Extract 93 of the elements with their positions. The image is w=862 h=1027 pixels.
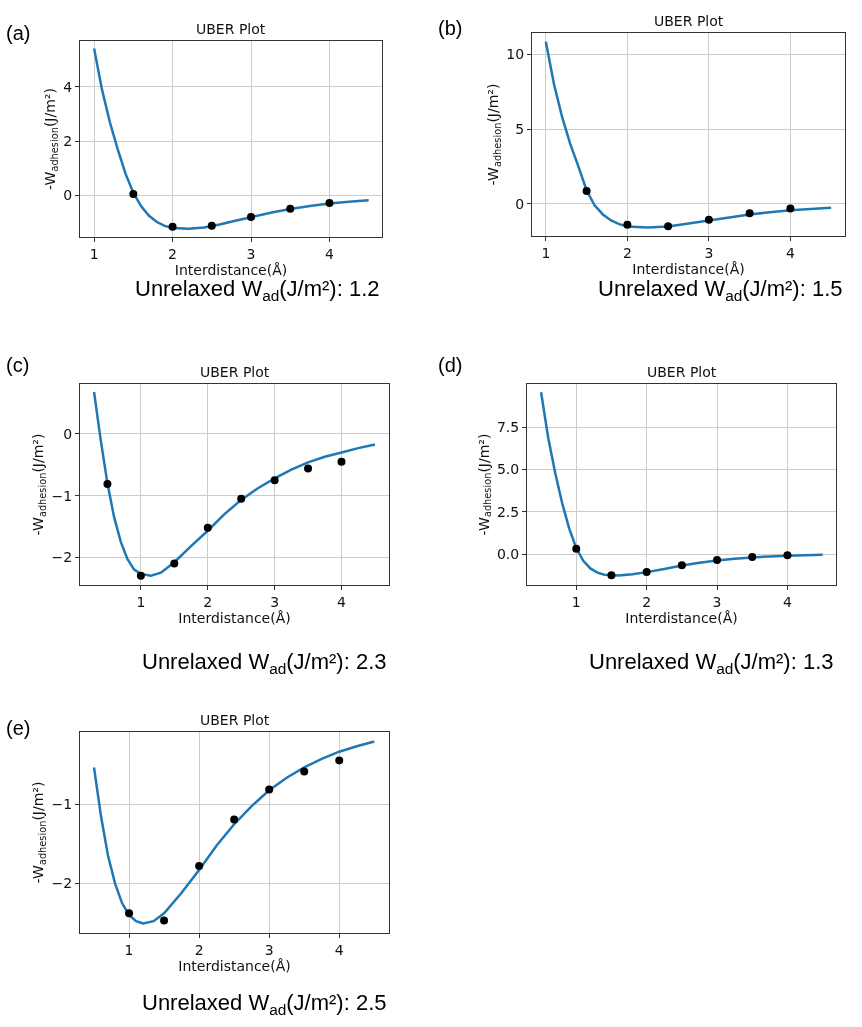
point xyxy=(170,559,179,568)
y-tick-label: 0.0 xyxy=(496,545,520,562)
line-series xyxy=(92,740,376,925)
x-axis-title: Interdistance(Å) xyxy=(632,260,745,277)
x-axis-title: Interdistance(Å) xyxy=(625,609,738,626)
x-axis-title: Interdistance(Å) xyxy=(174,261,288,278)
point xyxy=(270,476,279,485)
text: (e) xyxy=(6,717,31,739)
point xyxy=(677,561,686,570)
point xyxy=(335,756,344,765)
y-tick-label: 5.0 xyxy=(496,461,520,478)
point xyxy=(783,551,792,560)
y-tick-label: −1 xyxy=(51,487,73,504)
text: (b) xyxy=(438,17,463,39)
point xyxy=(247,212,255,221)
x-tick-label: 3 xyxy=(246,245,256,262)
chart-title: UBER Plot xyxy=(654,13,724,29)
text: (d) xyxy=(438,354,463,376)
x-tick-label: 1 xyxy=(541,244,551,261)
point xyxy=(304,464,313,473)
x-tick-label: 4 xyxy=(334,941,344,958)
y-tick-label: −2 xyxy=(51,549,73,566)
x-tick-label: 4 xyxy=(337,593,347,610)
y-tick-label: 5 xyxy=(515,121,525,138)
chart-title: UBER Plot xyxy=(196,21,266,37)
x-tick-label: 3 xyxy=(712,593,722,610)
x-tick-label: 4 xyxy=(782,593,792,610)
y-tick-label: 10 xyxy=(506,46,525,63)
point xyxy=(203,523,212,532)
x-tick-label: 2 xyxy=(642,593,652,610)
point xyxy=(129,190,138,199)
x-axis-title: Interdistance(Å) xyxy=(178,609,291,626)
point xyxy=(237,494,246,503)
point xyxy=(745,209,754,218)
x-tick-label: 4 xyxy=(785,244,795,261)
y-tick-label: 0 xyxy=(63,187,73,204)
x-tick-label: 2 xyxy=(194,941,204,958)
point xyxy=(642,567,651,576)
point xyxy=(572,544,581,553)
y-tick-label: 0 xyxy=(515,195,525,212)
text: Unrelaxed W$_{ad}$(J/m²): 1.5 xyxy=(598,276,843,304)
x-tick-label: 2 xyxy=(168,245,178,262)
point xyxy=(704,215,713,224)
point xyxy=(713,555,722,564)
x-tick-label: 3 xyxy=(264,941,274,958)
x-tick-label: 1 xyxy=(571,593,581,610)
y-tick-label: 0 xyxy=(63,425,73,442)
x-tick-label: 4 xyxy=(324,245,334,262)
point xyxy=(265,785,274,794)
x-tick-label: 1 xyxy=(89,245,99,262)
text: Unrelaxed W$_{ad}$(J/m²): 2.3 xyxy=(142,649,387,677)
point xyxy=(623,220,632,229)
x-tick-label: 3 xyxy=(704,244,714,261)
text: (c) xyxy=(6,354,30,376)
point xyxy=(325,199,334,208)
point xyxy=(103,479,112,488)
point xyxy=(207,221,216,230)
y-tick-label: −1 xyxy=(51,796,73,813)
point xyxy=(582,186,591,195)
x-tick-label: 1 xyxy=(136,593,146,610)
y-tick-label: 7.5 xyxy=(496,418,520,435)
x-tick-label: 2 xyxy=(203,593,213,610)
y-tick-label: 2 xyxy=(63,132,73,149)
y-tick-label: 4 xyxy=(63,78,73,95)
chart-title: UBER Plot xyxy=(200,712,270,728)
point xyxy=(664,222,673,231)
chart-title: UBER Plot xyxy=(647,364,717,380)
text: Unrelaxed W$_{ad}$(J/m²): 1.2 xyxy=(135,276,380,304)
x-axis-title: Interdistance(Å) xyxy=(178,957,291,974)
line-series xyxy=(539,391,824,577)
text: Unrelaxed W$_{ad}$(J/m²): 1.3 xyxy=(589,649,834,677)
point xyxy=(125,909,134,918)
text: Unrelaxed W$_{ad}$(J/m²): 2.5 xyxy=(142,990,387,1018)
text: (a) xyxy=(6,22,31,44)
point xyxy=(195,862,204,870)
line-series xyxy=(544,40,833,229)
point xyxy=(230,815,239,824)
point xyxy=(160,916,169,925)
point xyxy=(136,571,145,580)
chart-title: UBER Plot xyxy=(200,364,270,380)
point xyxy=(786,204,795,213)
x-tick-label: 3 xyxy=(270,593,280,610)
point xyxy=(607,571,616,580)
point xyxy=(286,204,295,213)
point xyxy=(748,553,757,562)
x-tick-label: 1 xyxy=(124,941,134,958)
point xyxy=(337,457,346,466)
y-tick-label: −2 xyxy=(51,875,73,892)
line-series xyxy=(92,47,370,231)
point xyxy=(300,767,309,776)
point xyxy=(168,222,177,231)
y-tick-label: 2.5 xyxy=(496,503,520,520)
x-tick-label: 2 xyxy=(622,244,632,261)
